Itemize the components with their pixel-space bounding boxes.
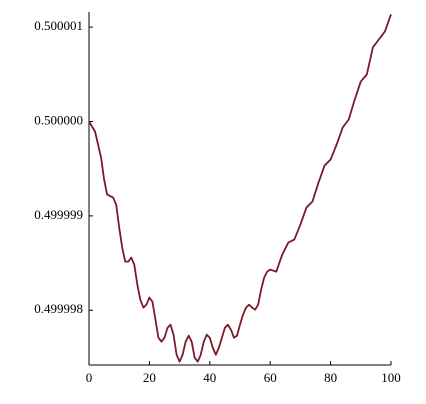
x-tick-label: 100 [381,370,401,385]
x-tick-label: 0 [86,370,93,385]
x-tick-label: 60 [264,370,277,385]
y-tick-label: 0.499999 [34,207,83,222]
line-series [88,14,392,363]
x-tick-label: 40 [203,370,216,385]
x-tick-label: 20 [143,370,156,385]
y-tick-label: 0.499998 [34,301,83,316]
x-tick-label: 80 [324,370,337,385]
y-tick-label: 0.500001 [34,18,83,33]
y-tick-label: 0.500000 [34,112,83,127]
